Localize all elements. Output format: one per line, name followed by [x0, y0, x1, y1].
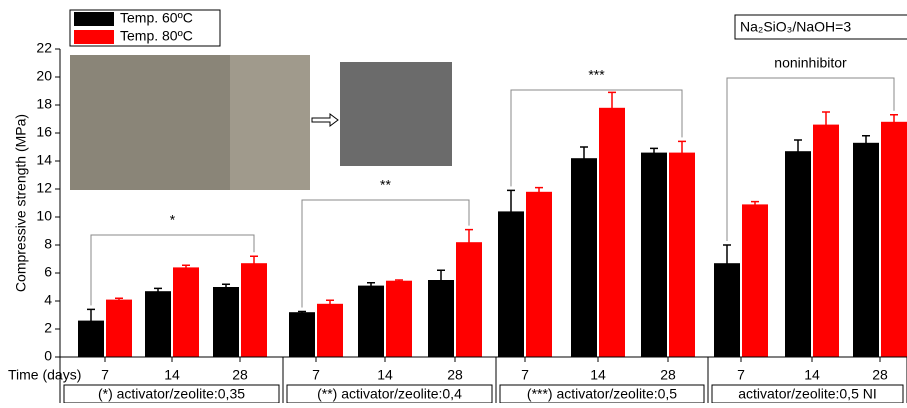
bar — [641, 153, 667, 357]
y-tick-label: 0 — [44, 348, 52, 364]
annotation: * — [170, 212, 176, 228]
x-tick-label: 14 — [164, 367, 180, 383]
bar — [742, 204, 768, 357]
y-tick-label: 16 — [36, 124, 52, 140]
bar — [213, 287, 239, 357]
bar — [428, 280, 454, 357]
y-tick-label: 12 — [36, 180, 52, 196]
y-tick-label: 6 — [44, 264, 52, 280]
bar — [145, 291, 171, 357]
bar — [106, 300, 132, 357]
arrow — [312, 114, 338, 126]
y-tick-label: 10 — [36, 208, 52, 224]
bar — [669, 153, 695, 357]
x-tick-label: 28 — [447, 367, 463, 383]
bar — [241, 263, 267, 357]
bar — [526, 192, 552, 357]
x-tick-label: 14 — [377, 367, 393, 383]
x-tick-label: 7 — [101, 367, 109, 383]
bar — [571, 158, 597, 357]
bar — [317, 304, 343, 357]
bar — [813, 125, 839, 357]
legend-label: Temp. 80ºC — [120, 28, 193, 44]
legend-swatch — [74, 12, 114, 26]
y-tick-label: 22 — [36, 40, 52, 56]
group-label: activator/zeolite:0,5 NI — [738, 386, 877, 402]
annotation: ** — [380, 177, 391, 193]
bar — [386, 281, 412, 357]
x-tick-label: 28 — [660, 367, 676, 383]
y-tick-label: 8 — [44, 236, 52, 252]
chart: Compressive strength (MPa) Na₂SiO₃/NaOH=… — [0, 0, 907, 403]
photo — [70, 55, 230, 190]
y-tick-label: 4 — [44, 292, 52, 308]
bar — [456, 242, 482, 357]
bar — [498, 211, 524, 357]
x-tick-label: 7 — [312, 367, 320, 383]
annotation: *** — [588, 67, 605, 83]
legend-label: Temp. 60ºC — [120, 10, 193, 26]
group-label: (*) activator/zeolite:0,35 — [98, 386, 245, 402]
x-tick-label: 28 — [872, 367, 888, 383]
sem-image — [340, 62, 452, 166]
x-tick-label: 14 — [804, 367, 820, 383]
x-tick-label: 14 — [590, 367, 606, 383]
bar — [173, 267, 199, 357]
x-tick-label: 7 — [737, 367, 745, 383]
group-label: (**) activator/zeolite:0,4 — [317, 386, 462, 402]
bar — [881, 122, 907, 357]
x-tick-label: 7 — [521, 367, 529, 383]
y-tick-label: 18 — [36, 96, 52, 112]
y-axis-label: Compressive strength (MPa) — [13, 114, 29, 292]
y-tick-label: 14 — [36, 152, 52, 168]
y-tick-label: 20 — [36, 68, 52, 84]
note: Na₂SiO₃/NaOH=3 — [740, 19, 851, 35]
x-tick-label: 28 — [232, 367, 248, 383]
y-tick-label: 2 — [44, 320, 52, 336]
bar — [785, 151, 811, 357]
bar — [599, 108, 625, 357]
bar — [358, 286, 384, 357]
annotation: noninhibitor — [774, 55, 847, 71]
photo — [230, 55, 310, 190]
bar — [853, 143, 879, 357]
group-label: (***) activator/zeolite:0,5 — [527, 386, 677, 402]
bar — [289, 312, 315, 357]
x-axis-label: Time (days) — [8, 367, 81, 383]
legend-swatch — [74, 30, 114, 44]
